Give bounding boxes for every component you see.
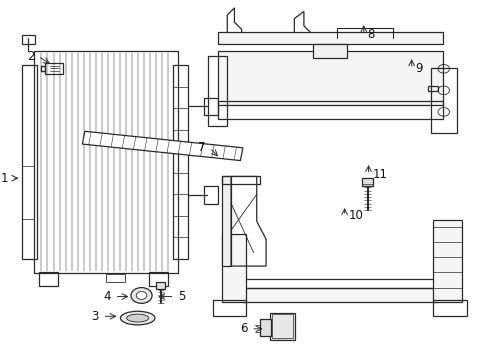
Bar	[217, 51, 442, 105]
Bar	[41, 66, 45, 71]
Text: 2: 2	[27, 50, 34, 63]
Bar	[156, 282, 165, 289]
Bar	[39, 272, 58, 286]
Bar	[212, 300, 246, 316]
Bar	[222, 176, 231, 266]
Bar	[432, 220, 461, 302]
Bar	[204, 98, 217, 116]
Text: 1: 1	[0, 172, 8, 185]
Text: 3: 3	[91, 310, 99, 323]
Text: 8: 8	[367, 28, 374, 41]
Bar	[313, 44, 346, 58]
Bar	[204, 186, 217, 204]
Text: 4: 4	[103, 290, 111, 303]
Bar	[217, 32, 442, 44]
Bar	[149, 272, 168, 286]
Text: 9: 9	[415, 62, 422, 75]
Bar	[173, 65, 188, 259]
Bar	[241, 288, 437, 302]
Text: 7: 7	[198, 141, 205, 154]
Bar	[432, 300, 466, 316]
Bar	[222, 176, 259, 184]
Bar	[361, 178, 373, 186]
Text: 11: 11	[372, 168, 386, 181]
Bar	[217, 101, 442, 119]
Bar	[22, 35, 35, 44]
Text: 6: 6	[240, 322, 247, 335]
Bar	[272, 314, 293, 338]
Text: 10: 10	[348, 210, 363, 222]
Polygon shape	[82, 131, 243, 161]
Bar	[259, 319, 271, 336]
Bar	[208, 56, 227, 126]
Bar	[270, 313, 295, 339]
Circle shape	[412, 82, 429, 95]
Bar	[22, 65, 37, 259]
Circle shape	[131, 288, 152, 303]
Circle shape	[136, 292, 146, 300]
Bar	[430, 68, 456, 134]
Bar	[45, 63, 63, 74]
Ellipse shape	[126, 314, 148, 322]
Bar	[427, 86, 437, 91]
Bar	[222, 234, 246, 302]
Circle shape	[273, 319, 292, 333]
Bar	[241, 279, 437, 288]
Text: 5: 5	[178, 290, 185, 303]
Bar	[34, 51, 178, 273]
Bar	[106, 274, 125, 282]
Ellipse shape	[120, 311, 155, 325]
